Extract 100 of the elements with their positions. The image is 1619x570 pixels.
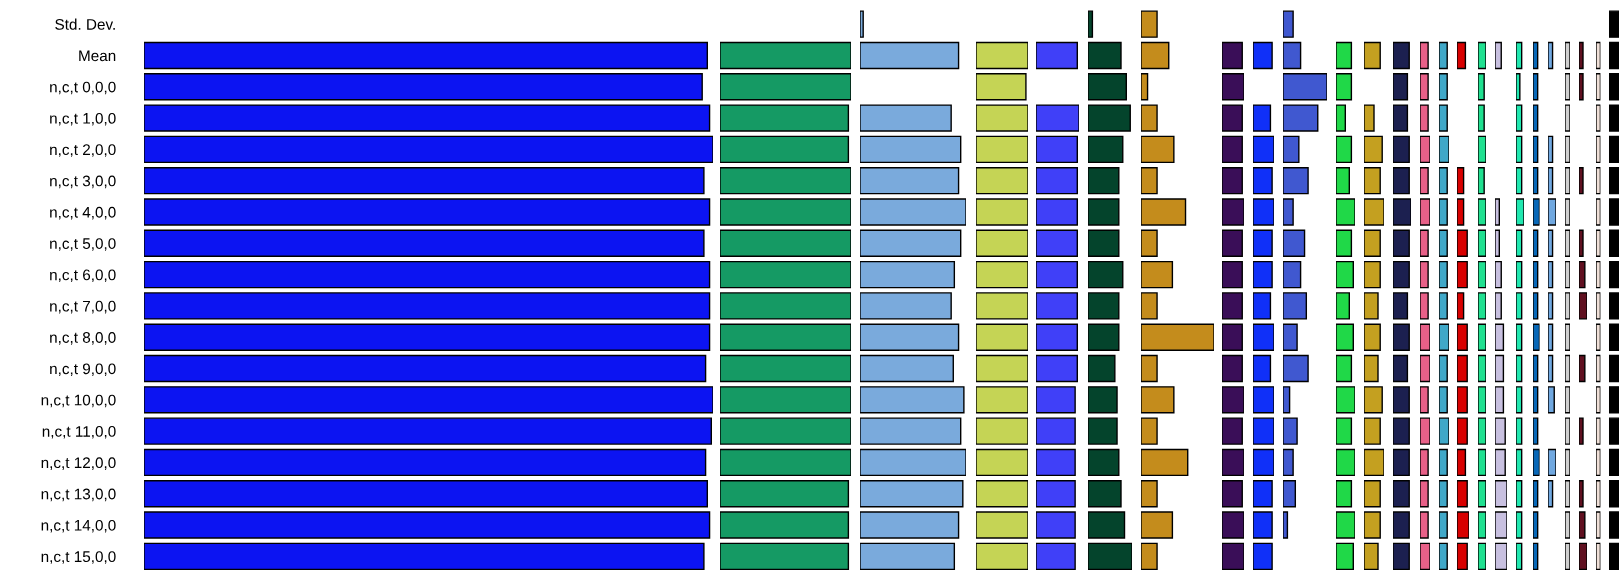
y-tick-label: Mean	[79, 50, 116, 62]
bar	[1336, 104, 1347, 132]
bar	[1336, 448, 1355, 477]
y-tick-label: n,c,t 15,0,0	[41, 551, 116, 564]
bar	[860, 10, 864, 38]
bar	[1495, 354, 1505, 383]
bar	[1141, 73, 1149, 101]
y-tick-label: n,c,t 10,0,0	[41, 394, 116, 408]
bar	[1141, 229, 1158, 257]
bar	[1364, 260, 1381, 289]
bar	[1088, 323, 1120, 351]
bar	[1364, 41, 1381, 70]
y-tick-label: n,c,t 2,0,0	[50, 144, 116, 157]
bar	[1141, 542, 1158, 570]
bar	[1088, 104, 1131, 132]
bar	[860, 354, 954, 383]
bar	[1495, 480, 1507, 508]
bar	[1141, 417, 1158, 445]
y-tick-label: n,c,t 3,0,0	[50, 175, 116, 189]
bar	[1088, 198, 1120, 226]
bar	[1141, 448, 1189, 477]
bar	[860, 323, 960, 351]
y-tick-label: Std. Dev.	[55, 18, 115, 30]
bar	[1283, 10, 1294, 38]
bar	[1364, 166, 1381, 195]
bar	[1141, 198, 1187, 226]
bar	[1495, 260, 1502, 289]
bar	[1283, 386, 1291, 414]
bar	[1336, 41, 1353, 70]
bar	[860, 229, 962, 257]
bar	[1336, 73, 1353, 101]
bar	[1141, 354, 1158, 383]
y-tick-label: n,c,t 1,0,0	[50, 112, 116, 126]
bar	[1495, 542, 1507, 570]
bar	[1141, 260, 1174, 289]
bar	[1141, 323, 1214, 351]
y-tick-label: n,c,t 14,0,0	[41, 519, 116, 533]
bar	[1364, 448, 1384, 477]
bar	[1336, 229, 1353, 257]
bar	[1283, 104, 1319, 132]
bar	[1088, 10, 1094, 38]
bar	[1364, 104, 1375, 132]
bar	[1495, 198, 1501, 226]
y-tick-label: n,c,t 4,0,0	[50, 206, 116, 220]
bar	[1495, 448, 1506, 477]
bar	[1283, 135, 1300, 164]
bar	[1336, 166, 1350, 195]
bar	[1283, 41, 1302, 70]
bar	[1283, 292, 1308, 320]
bar	[1283, 260, 1302, 289]
bar	[860, 480, 964, 508]
y-tick-label: n,c,t 9,0,0	[50, 363, 116, 376]
y-tick-label: n,c,t 0,0,0	[50, 81, 116, 95]
y-tick-label: n,c,t 12,0,0	[41, 457, 116, 470]
bar	[1364, 229, 1381, 257]
y-tick-label: n,c,t 13,0,0	[41, 488, 116, 502]
bar	[860, 166, 960, 195]
bar	[1336, 354, 1353, 383]
bar	[1495, 417, 1506, 445]
bar	[1336, 511, 1355, 539]
bar	[1336, 323, 1354, 351]
bar	[860, 41, 960, 70]
bar	[1364, 292, 1379, 320]
y-tick-label: n,c,t 11,0,0	[42, 425, 116, 439]
bar	[1495, 323, 1505, 351]
bar	[1336, 135, 1353, 164]
bar	[1141, 292, 1158, 320]
y-tick-label: n,c,t 7,0,0	[50, 300, 116, 314]
bar	[1364, 480, 1381, 508]
y-tick-label: n,c,t 8,0,0	[50, 332, 116, 345]
bar	[1088, 41, 1122, 70]
bar	[1283, 198, 1294, 226]
bar	[1141, 104, 1158, 132]
bar	[1364, 542, 1379, 570]
bar	[1336, 542, 1354, 570]
bar	[1088, 229, 1120, 257]
bar	[1283, 448, 1294, 477]
bar	[1141, 386, 1175, 414]
bar	[1364, 511, 1381, 539]
bar	[1088, 480, 1122, 508]
bar	[1088, 511, 1126, 539]
bar	[860, 386, 965, 414]
bar	[1336, 480, 1353, 508]
bar	[1336, 292, 1350, 320]
bar	[860, 135, 962, 164]
bar	[1088, 354, 1116, 383]
bar	[1336, 198, 1355, 226]
bar	[1495, 386, 1505, 414]
y-tick-label: n,c,t 6,0,0	[50, 269, 116, 283]
bar	[1141, 41, 1170, 70]
bar	[1088, 166, 1120, 195]
bar	[1283, 511, 1289, 539]
bar	[1364, 323, 1381, 351]
bar	[1336, 386, 1355, 414]
bar	[860, 104, 952, 132]
bar	[860, 542, 956, 570]
bar	[1283, 229, 1306, 257]
bar	[1495, 229, 1501, 257]
bar	[1141, 135, 1175, 164]
bar	[1336, 417, 1353, 445]
